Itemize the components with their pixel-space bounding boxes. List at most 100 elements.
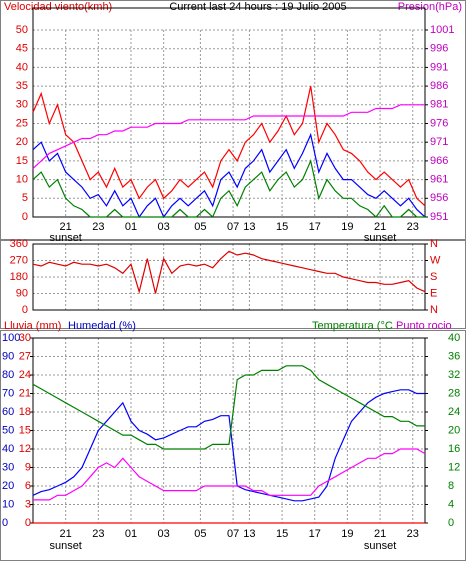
rain-tick-label: 9 bbox=[25, 461, 31, 473]
annotation: sunset bbox=[49, 232, 81, 244]
x-tick-label: 05 bbox=[194, 221, 206, 233]
series-line bbox=[32, 132, 426, 219]
y-tick-label: 60 bbox=[2, 406, 14, 418]
y2-tick-label: 1001 bbox=[430, 24, 454, 36]
panel-frame bbox=[0, 0, 466, 240]
y2-tick-label: 976 bbox=[430, 117, 448, 129]
rain-tick-label: 6 bbox=[25, 480, 31, 492]
y-tick-label: 50 bbox=[2, 424, 14, 436]
y-tick-label: 30 bbox=[2, 461, 14, 473]
y-tick-label: 30 bbox=[16, 99, 28, 111]
series-line bbox=[32, 250, 426, 294]
y2-tick-label: 24 bbox=[448, 406, 460, 418]
rain-tick-label: 3 bbox=[25, 498, 31, 510]
y-tick-label: 0 bbox=[22, 304, 28, 316]
rain-tick-label: 12 bbox=[19, 443, 31, 455]
series-line bbox=[32, 104, 425, 169]
y-tick-label: 0 bbox=[22, 211, 28, 223]
y2-tick-label: N bbox=[430, 238, 438, 250]
y-tick-label: 90 bbox=[2, 350, 14, 362]
y2-tick-label: 996 bbox=[430, 43, 448, 55]
rain-tick-label: 30 bbox=[19, 332, 31, 344]
x-tick-label: 19 bbox=[341, 221, 353, 233]
rain-tick-label: 24 bbox=[19, 369, 31, 381]
y-tick-label: 270 bbox=[10, 254, 28, 266]
panel-frame bbox=[0, 240, 466, 329]
y-tick-label: 20 bbox=[2, 480, 14, 492]
y-tick-label: 100 bbox=[2, 332, 20, 344]
y-tick-label: 90 bbox=[16, 287, 28, 299]
y2-tick-label: 28 bbox=[448, 387, 460, 399]
pressure-axis-label: Presion(hPa) bbox=[398, 1, 462, 13]
y-tick-label: 180 bbox=[10, 271, 28, 283]
y2-tick-label: 0 bbox=[448, 517, 454, 529]
x-tick-label: 17 bbox=[309, 221, 321, 233]
y2-tick-label: W bbox=[430, 254, 441, 266]
y2-tick-label: N bbox=[430, 304, 438, 316]
y-tick-label: 35 bbox=[16, 80, 28, 92]
y2-tick-label: 966 bbox=[430, 155, 448, 167]
x-tick-label: 21 bbox=[374, 221, 386, 233]
y-tick-label: 10 bbox=[16, 174, 28, 186]
y2-tick-label: 20 bbox=[448, 424, 460, 436]
y2-tick-label: 36 bbox=[448, 350, 460, 362]
y2-tick-label: 981 bbox=[430, 99, 448, 111]
rain-axis-label: Lluvia (mm) bbox=[4, 320, 61, 332]
series-line bbox=[32, 389, 425, 502]
y-tick-label: 15 bbox=[16, 155, 28, 167]
plot-frame bbox=[32, 243, 426, 311]
x-tick-label: 03 bbox=[158, 221, 170, 233]
rain-tick-label: 15 bbox=[19, 424, 31, 436]
y2-tick-label: E bbox=[430, 287, 437, 299]
y-tick-label: 0 bbox=[2, 517, 8, 529]
rain-tick-label: 21 bbox=[19, 387, 31, 399]
annotation: sunset bbox=[364, 540, 396, 552]
x-tick-label: 21 bbox=[374, 528, 386, 540]
y-tick-label: 25 bbox=[16, 117, 28, 129]
temperature-axis-label: Temperatura (°C bbox=[312, 320, 393, 332]
y2-tick-label: 40 bbox=[448, 332, 460, 344]
x-tick-label: 17 bbox=[309, 528, 321, 540]
humidity-axis-label: Humedad (%) bbox=[68, 320, 136, 332]
x-tick-label: 21 bbox=[60, 528, 72, 540]
x-tick-label: 15 bbox=[276, 528, 288, 540]
x-tick-label: 07 bbox=[227, 528, 239, 540]
plot-frame bbox=[32, 7, 426, 218]
y-tick-label: 5 bbox=[22, 192, 28, 204]
panel-frame bbox=[0, 330, 466, 561]
y-tick-label: 70 bbox=[2, 387, 14, 399]
y2-tick-label: 16 bbox=[448, 443, 460, 455]
y-tick-label: 80 bbox=[2, 369, 14, 381]
y2-tick-label: 8 bbox=[448, 480, 454, 492]
y-tick-label: 20 bbox=[16, 136, 28, 148]
x-tick-label: 07 bbox=[227, 221, 239, 233]
y-tick-label: 360 bbox=[10, 238, 28, 250]
x-tick-label: 13 bbox=[243, 528, 255, 540]
y2-tick-label: 951 bbox=[430, 211, 448, 223]
annotation: sunset bbox=[49, 540, 81, 552]
y-tick-label: 10 bbox=[2, 498, 14, 510]
y2-tick-label: 961 bbox=[430, 174, 448, 186]
x-tick-label: 19 bbox=[341, 528, 353, 540]
y2-tick-label: 971 bbox=[430, 136, 448, 148]
x-tick-label: 05 bbox=[194, 528, 206, 540]
series-line bbox=[32, 365, 425, 450]
x-tick-label: 23 bbox=[407, 221, 419, 233]
y2-tick-label: 4 bbox=[448, 498, 454, 510]
y2-tick-label: 12 bbox=[448, 461, 460, 473]
x-tick-label: 03 bbox=[158, 528, 170, 540]
x-tick-label: 15 bbox=[276, 221, 288, 233]
y-tick-label: 40 bbox=[16, 61, 28, 73]
y-tick-label: 50 bbox=[16, 24, 28, 36]
chart-title: Current last 24 hours : 19 Julio 2005 bbox=[169, 1, 346, 13]
y-tick-label: 40 bbox=[2, 443, 14, 455]
dewpoint-axis-label: Punto rocio bbox=[396, 320, 452, 332]
x-tick-label: 23 bbox=[92, 528, 104, 540]
y2-tick-label: 991 bbox=[430, 61, 448, 73]
series-line bbox=[32, 85, 426, 207]
y-tick-label: 45 bbox=[16, 43, 28, 55]
x-tick-label: 21 bbox=[60, 221, 72, 233]
y2-tick-label: S bbox=[430, 271, 437, 283]
y2-tick-label: 956 bbox=[430, 192, 448, 204]
